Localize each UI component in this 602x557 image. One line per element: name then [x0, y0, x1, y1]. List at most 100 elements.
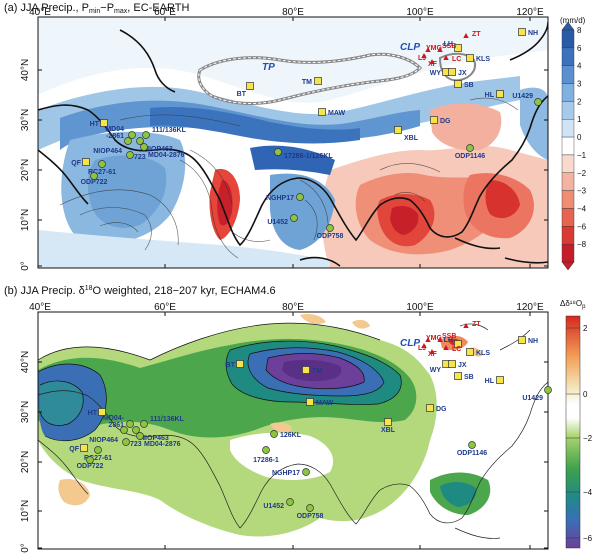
site-label: 111/136KL	[150, 416, 185, 423]
site-label: QF	[71, 160, 81, 167]
panel-b: (b) JJA Precip. δ18O weighted, 218−207 k…	[4, 285, 593, 553]
site-marker	[126, 151, 134, 159]
site-u1429: U1429	[512, 93, 542, 106]
colorbar-a-tick: −1	[577, 151, 587, 160]
site-label: HT	[88, 410, 98, 417]
lat-tick-label: 10°N	[20, 209, 31, 231]
cave-zt: ZT	[463, 321, 481, 328]
site-label: HT	[90, 121, 100, 128]
site-md04-2861: MD04-2861	[105, 126, 136, 140]
site-marker	[274, 148, 282, 156]
site-jx: JX	[448, 360, 467, 369]
site-marker	[236, 360, 244, 368]
lon-tick-label: 60°E	[154, 7, 176, 18]
site-marker	[466, 54, 474, 62]
site-niop464: NIOP464	[89, 426, 128, 444]
site-label: NH	[528, 338, 538, 345]
colorbar-a: 8 6 4 3 2 1 0 −1 −2 −3 −4 −6 −8 (mm/d)	[560, 16, 587, 271]
site-label: JX	[458, 362, 467, 369]
site-sb: SB	[454, 372, 474, 381]
site-marker	[454, 340, 462, 348]
site-marker	[314, 77, 322, 85]
site-marker	[496, 376, 504, 384]
lat-tick-label: 40°N	[20, 59, 31, 81]
cave-ymg: YMG	[425, 45, 443, 52]
site-marker	[306, 504, 314, 512]
cave-marker	[429, 59, 435, 64]
colorbar-a-tick: 0	[577, 133, 582, 142]
cave-marker	[437, 337, 443, 342]
site-label: LH	[444, 337, 453, 344]
site-126kl: 126KL	[270, 430, 302, 439]
site-ht: HT	[88, 408, 106, 417]
site-marker	[86, 456, 94, 464]
panel-a-title: (a) JJA Precip., Pmin−Pmax, EC-EARTH	[4, 2, 189, 15]
region-clp-b: CLP	[400, 338, 420, 349]
site-label: HL	[485, 378, 495, 385]
site-lh: LH	[444, 41, 462, 52]
colorbar-a-swatch	[561, 65, 575, 84]
colorbar-a-tick: −4	[577, 204, 587, 213]
site-ht: HT	[90, 119, 108, 128]
site-bt: BT	[237, 82, 254, 98]
site-marker	[140, 143, 148, 151]
site-md04-2861: MD04-2861	[103, 415, 134, 429]
site-rc27-61: RC27-61	[88, 160, 116, 176]
site-marker	[302, 468, 310, 476]
contours-b	[38, 322, 402, 442]
site-marker	[306, 398, 314, 406]
colorbar-b-tick: 0	[583, 390, 588, 399]
site-hl: HL	[485, 376, 504, 385]
site-111-136kl: 111/136KL	[142, 127, 187, 139]
lon-tick-label: 80°E	[282, 7, 304, 18]
cave-label: SSB	[442, 333, 456, 340]
panel-b-ticks: 40°E 60°E 80°E 100°E 120°E 40°N 30°N 20°N 10°N 0°	[20, 302, 548, 553]
site-label: ODP1146	[455, 153, 485, 160]
cave-marker	[443, 345, 449, 350]
site-label: NIOP464	[93, 148, 122, 155]
site-marker	[94, 446, 102, 454]
site-marker	[128, 131, 136, 139]
site-bt: BT	[226, 360, 244, 369]
site-marker	[100, 119, 108, 127]
site-u1429: U1429	[522, 386, 552, 402]
cave-ssb: SSB	[437, 333, 456, 342]
site-odp758: ODP758	[297, 504, 324, 520]
site-label: XBL	[381, 427, 396, 434]
site-marker	[82, 158, 90, 166]
site-marker	[122, 438, 130, 446]
site-label: U1429	[512, 93, 533, 100]
site-marker	[430, 116, 438, 124]
cave-marker	[425, 337, 431, 342]
site-label: BT	[226, 362, 236, 369]
site-marker	[124, 137, 132, 145]
site-marker	[454, 80, 462, 88]
colorbar-a-tick: −2	[577, 169, 587, 178]
site-label: NIOP463	[140, 435, 169, 442]
site-marker	[142, 131, 150, 139]
site-u1452: U1452	[263, 498, 294, 510]
site-nghp17: NGHP17	[266, 193, 304, 202]
cave-xf: XF	[428, 349, 438, 358]
site-label: ODP758	[297, 513, 324, 520]
site-marker	[384, 418, 392, 426]
site-marker	[426, 404, 434, 412]
site-label: XBL	[404, 135, 419, 142]
site-17286-1: 17286-1	[253, 446, 279, 464]
site-nh: NH	[518, 28, 538, 37]
site-nghp17: NGHP17	[272, 468, 310, 477]
site-label: MD04-	[103, 415, 125, 422]
cave-label: ZT	[472, 321, 481, 328]
site-label: JX	[458, 70, 467, 77]
site-qf: QF	[71, 158, 90, 167]
site-lh: LH	[444, 337, 462, 348]
cave-marker	[421, 343, 427, 348]
colorbar-b-unit: Δδ¹⁸Op	[560, 299, 586, 310]
site-label: LH	[444, 41, 453, 48]
site-odp1146: ODP1146	[457, 441, 487, 457]
site-label: 723	[130, 441, 142, 448]
site-sb: SB	[454, 80, 474, 89]
site-label: 17286-1/126KL	[284, 153, 333, 160]
site-label: TM	[302, 79, 312, 86]
